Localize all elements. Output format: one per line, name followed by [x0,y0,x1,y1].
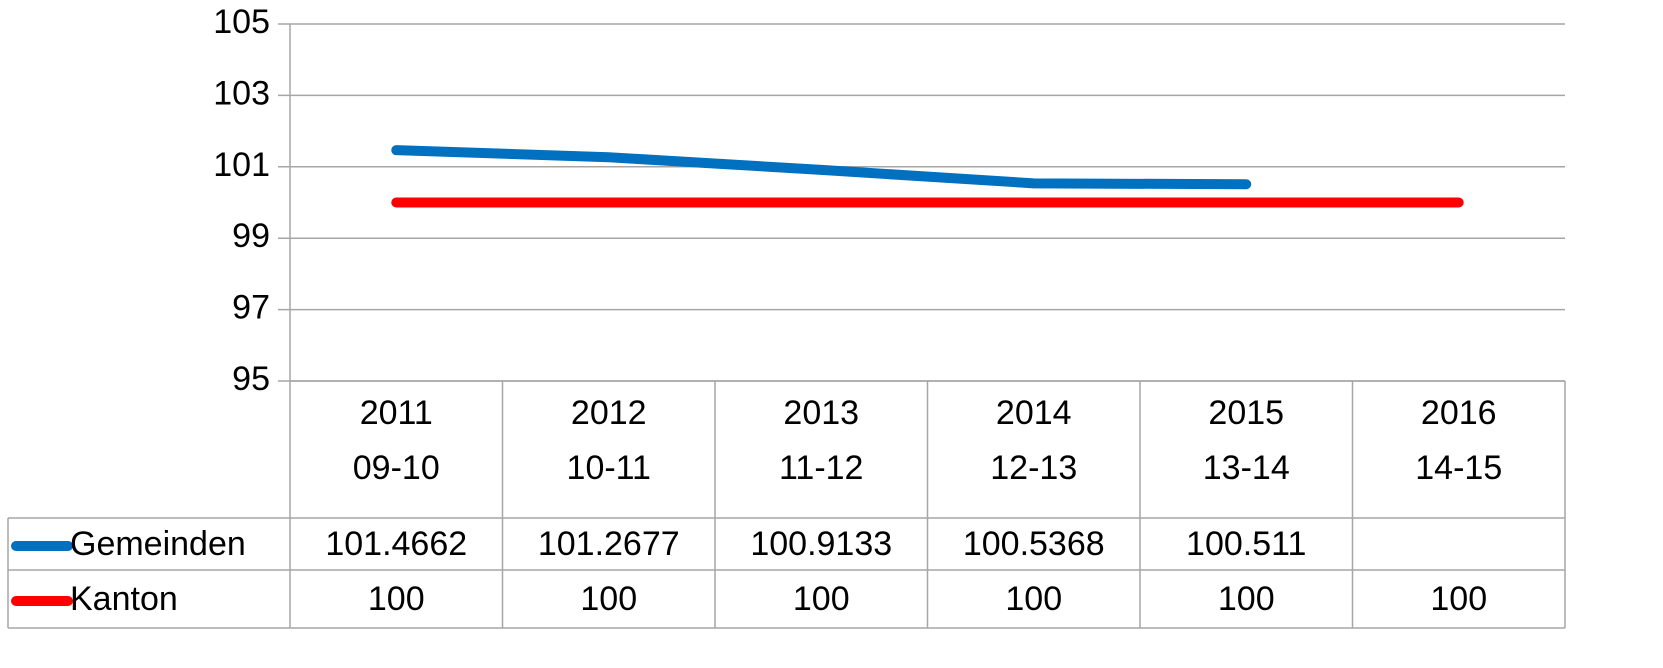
legend-label: Gemeinden [70,525,246,563]
legend-label: Kanton [70,580,178,618]
x-tick-label: 2012 [571,394,647,432]
y-tick-label: 97 [232,289,270,327]
x-tick-label: 10-11 [567,449,651,487]
y-tick-label: 105 [213,3,270,41]
x-tick-label: 2013 [783,394,859,432]
x-tick-label: 12-13 [990,449,1077,487]
y-tick-label: 99 [232,217,270,255]
table-value: 101.2677 [538,525,680,563]
table-value: 100 [793,580,850,618]
table-value: 100 [580,580,637,618]
y-tick-label: 103 [213,74,270,112]
table-value: 100.9133 [750,525,892,563]
table-value: 100.5368 [963,525,1105,563]
x-tick-label: 2016 [1421,394,1497,432]
table-value: 100 [1005,580,1062,618]
table-value: 100.511 [1186,525,1306,563]
x-tick-label: 13-14 [1203,449,1290,487]
x-tick-label: 2015 [1208,394,1284,432]
table-value: 100 [1430,580,1487,618]
x-tick-label: 2014 [996,394,1072,432]
x-tick-label: 2011 [360,394,433,432]
x-tick-label: 11-12 [779,449,863,487]
x-tick-label: 14-15 [1415,449,1502,487]
table-value: 100 [1218,580,1275,618]
y-tick-label: 101 [213,146,270,184]
table-value: 100 [368,580,425,618]
table-value: 101.4662 [325,525,467,563]
line-series [391,145,1252,190]
y-tick-label: 95 [232,360,270,398]
x-tick-label: 09-10 [353,449,440,487]
